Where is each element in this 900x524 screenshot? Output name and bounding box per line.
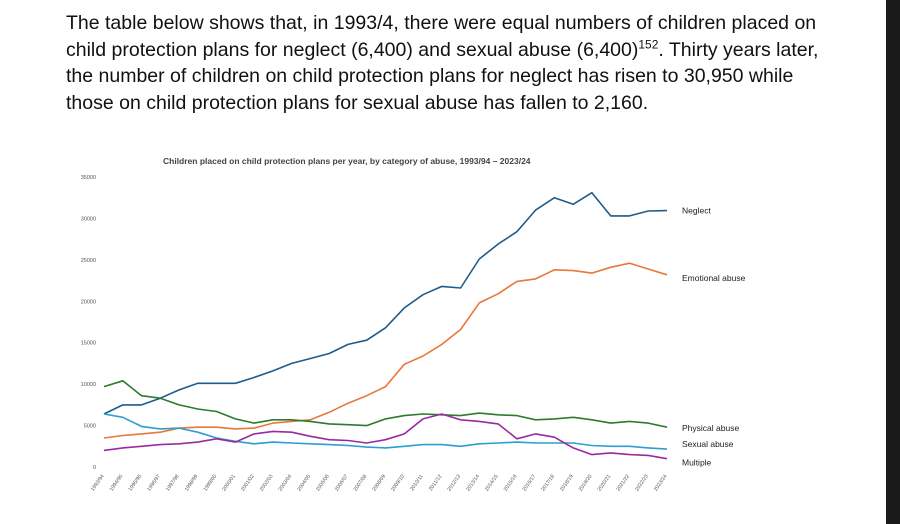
series-line-physical-abuse — [103, 379, 668, 428]
intro-text-after: . Thirty years later, the number of chil… — [66, 38, 819, 114]
x-tick-label: 2017/18 — [540, 474, 556, 493]
x-tick-label: 2003/04 — [278, 474, 294, 493]
y-tick-label: 35000 — [81, 175, 96, 181]
x-tick-label: 2012/13 — [447, 474, 463, 493]
x-tick-label: 2021/22 — [615, 474, 631, 493]
footnote-ref: 152 — [638, 37, 659, 51]
x-tick-label: 2005/06 — [315, 474, 331, 493]
x-tick-label: 2018/19 — [559, 474, 575, 493]
y-tick-label: 20000 — [81, 299, 96, 305]
legend-label-emotional-abuse: Emotional abuse — [682, 273, 746, 283]
x-tick-label: 2006/07 — [334, 474, 350, 493]
x-tick-label: 1993/94 — [90, 474, 106, 493]
legend-label-physical-abuse: Physical abuse — [682, 423, 739, 433]
x-tick-label: 2023/24 — [653, 474, 669, 493]
x-tick-label: 2001/02 — [240, 474, 256, 493]
x-tick-label: 1996/97 — [146, 474, 162, 493]
x-tick-label: 1997/98 — [165, 474, 181, 493]
x-tick-label: 1999/00 — [203, 474, 219, 493]
x-tick-label: 2009/10 — [390, 474, 406, 493]
x-tick-label: 2016/17 — [522, 474, 538, 493]
x-tick-label: 1995/96 — [127, 474, 143, 493]
window-edge — [886, 0, 900, 524]
x-tick-label: 2015/16 — [503, 474, 519, 493]
x-tick-label: 2008/09 — [371, 474, 387, 493]
x-tick-label: 1994/95 — [109, 474, 125, 493]
series-line-emotional-abuse — [103, 262, 668, 439]
y-tick-label: 15000 — [81, 341, 96, 347]
y-tick-label: 10000 — [81, 382, 96, 388]
x-tick-label: 2014/15 — [484, 474, 500, 493]
x-tick-label: 2013/14 — [465, 474, 481, 493]
x-tick-label: 2002/03 — [259, 474, 275, 493]
y-tick-label: 0 — [93, 465, 96, 471]
y-tick-label: 5000 — [84, 424, 96, 430]
y-tick-label: 30000 — [81, 216, 96, 222]
intro-text: The table below shows that, in 1993/4, t… — [66, 12, 817, 61]
y-tick-label: 25000 — [81, 258, 96, 264]
x-tick-label: 2004/05 — [296, 474, 312, 493]
chart-title: Children placed on child protection plan… — [163, 156, 531, 166]
series-line-sexual-abuse — [103, 413, 668, 450]
x-tick-label: 2000/01 — [221, 474, 237, 493]
legend-label-neglect: Neglect — [682, 206, 711, 216]
x-tick-label: 2010/11 — [409, 474, 425, 493]
series-line-multiple — [103, 413, 668, 460]
series-line-neglect — [103, 191, 668, 415]
legend-label-multiple: Multiple — [682, 458, 712, 468]
x-tick-label: 2011/12 — [428, 474, 444, 493]
x-tick-label: 2007/08 — [353, 474, 369, 493]
intro-paragraph: The table below shows that, in 1993/4, t… — [66, 10, 826, 116]
x-tick-label: 2019/20 — [578, 474, 594, 493]
legend-label-sexual-abuse: Sexual abuse — [682, 439, 734, 449]
x-tick-label: 2020/21 — [597, 474, 613, 493]
x-tick-label: 1998/99 — [184, 474, 200, 493]
x-tick-label: 2022/23 — [634, 474, 650, 493]
